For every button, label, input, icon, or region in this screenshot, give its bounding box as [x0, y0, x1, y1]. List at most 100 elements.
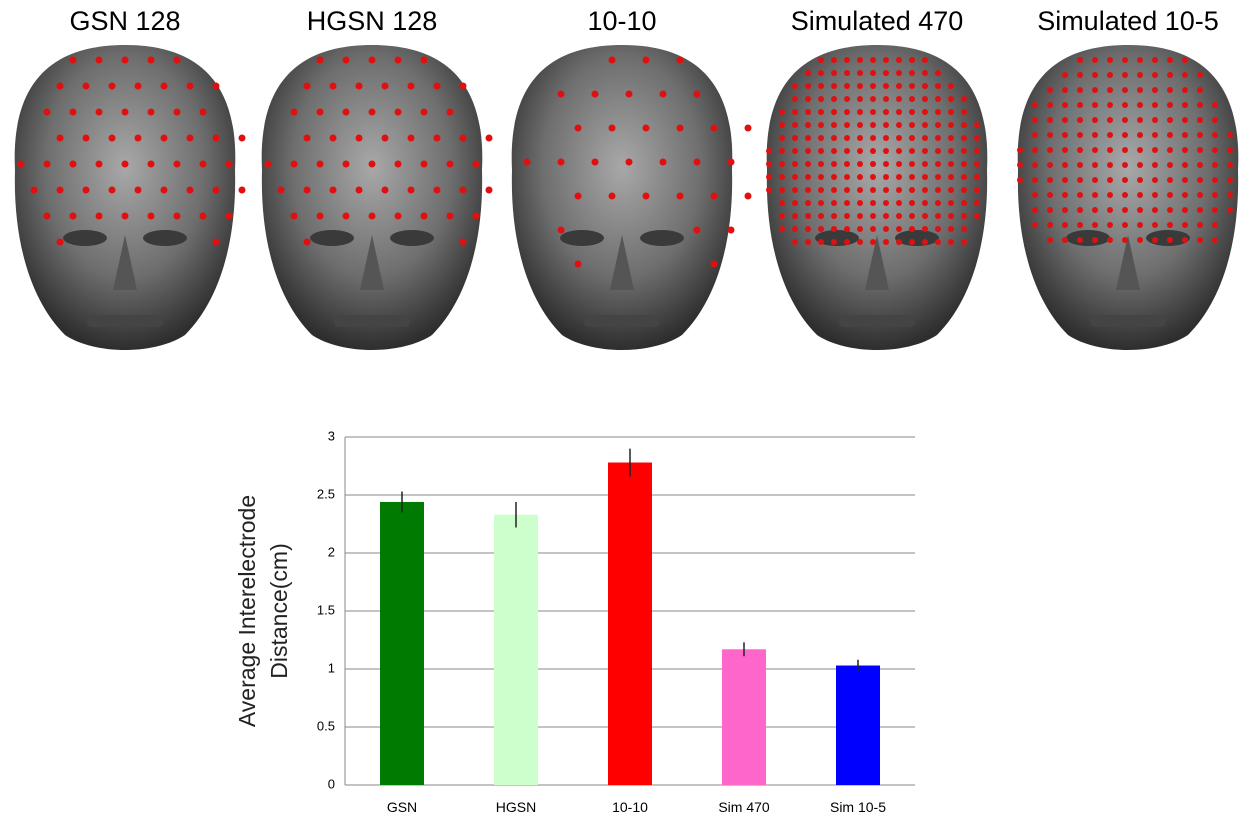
- electrode: [870, 174, 876, 180]
- electrode: [1032, 147, 1038, 153]
- electrode: [779, 161, 785, 167]
- electrode: [948, 174, 954, 180]
- electrode: [643, 125, 650, 132]
- electrode: [792, 239, 798, 245]
- electrode: [200, 161, 207, 168]
- electrode: [883, 96, 889, 102]
- electrode: [805, 122, 811, 128]
- electrode: [1227, 147, 1233, 153]
- electrode: [304, 239, 311, 246]
- electrode: [558, 91, 565, 98]
- electrode: [1017, 147, 1023, 153]
- electrode: [1197, 237, 1203, 243]
- electrode: [1182, 147, 1188, 153]
- electrode: [870, 122, 876, 128]
- electrode: [961, 174, 967, 180]
- electrode: [694, 227, 701, 234]
- electrode: [135, 83, 142, 90]
- electrode: [909, 122, 915, 128]
- electrode: [870, 226, 876, 232]
- electrode: [1167, 132, 1173, 138]
- electrode: [922, 83, 928, 89]
- electrode: [1212, 222, 1218, 228]
- eye: [640, 230, 684, 246]
- electrode: [291, 161, 298, 168]
- electrode: [909, 57, 915, 63]
- electrode: [857, 135, 863, 141]
- electrode: [922, 226, 928, 232]
- electrode: [1137, 207, 1143, 213]
- electrode: [1167, 192, 1173, 198]
- electrode: [961, 161, 967, 167]
- head: [766, 45, 987, 350]
- electrode: [922, 122, 928, 128]
- electrode: [109, 83, 116, 90]
- electrode: [870, 187, 876, 193]
- bar: [494, 515, 538, 785]
- electrode: [122, 213, 129, 220]
- electrode: [524, 159, 531, 166]
- electrode: [1092, 237, 1098, 243]
- electrode: [575, 193, 582, 200]
- electrode: [1032, 162, 1038, 168]
- head-title: Simulated 470: [791, 6, 964, 36]
- electrode: [1122, 57, 1128, 63]
- electrode: [1062, 207, 1068, 213]
- electrode: [792, 83, 798, 89]
- electrode: [909, 148, 915, 154]
- electrode: [792, 200, 798, 206]
- electrode: [779, 122, 785, 128]
- electrode: [844, 148, 850, 154]
- electrode: [792, 109, 798, 115]
- electrode: [369, 57, 376, 64]
- electrode: [818, 83, 824, 89]
- electrode: [96, 213, 103, 220]
- electrode: [831, 174, 837, 180]
- electrode: [1227, 162, 1233, 168]
- electrode: [1152, 147, 1158, 153]
- electrode: [1077, 102, 1083, 108]
- electrode: [460, 187, 467, 194]
- y-tick-label: 1.5: [317, 602, 335, 617]
- electrode: [1107, 237, 1113, 243]
- electrode: [1152, 192, 1158, 198]
- electrode: [1047, 192, 1053, 198]
- electrode: [831, 135, 837, 141]
- electrode: [473, 161, 480, 168]
- eye: [63, 230, 107, 246]
- electrode: [1107, 177, 1113, 183]
- electrode: [857, 70, 863, 76]
- mouth: [334, 315, 410, 327]
- electrode: [382, 187, 389, 194]
- electrode: [558, 227, 565, 234]
- electrode: [213, 239, 220, 246]
- electrode: [792, 135, 798, 141]
- electrode: [909, 161, 915, 167]
- electrode: [356, 135, 363, 142]
- electrode: [831, 213, 837, 219]
- electrode: [1122, 87, 1128, 93]
- electrode: [1047, 132, 1053, 138]
- electrode: [883, 57, 889, 63]
- electrode: [1212, 117, 1218, 123]
- electrode: [1077, 72, 1083, 78]
- y-tick-label: 1: [328, 660, 335, 675]
- electrode: [343, 161, 350, 168]
- electrode: [961, 109, 967, 115]
- electrode: [805, 200, 811, 206]
- electrode: [1197, 102, 1203, 108]
- electrode: [677, 125, 684, 132]
- head-shape: [15, 45, 236, 350]
- electrode: [343, 109, 350, 116]
- electrode: [330, 135, 337, 142]
- electrode: [226, 213, 233, 220]
- electrode: [805, 135, 811, 141]
- y-tick-label: 2.5: [317, 486, 335, 501]
- head-title: HGSN 128: [307, 6, 438, 36]
- electrode: [1047, 102, 1053, 108]
- electrode: [922, 109, 928, 115]
- electrode: [922, 239, 928, 245]
- electrode: [1047, 87, 1053, 93]
- electrode: [896, 187, 902, 193]
- electrode: [187, 187, 194, 194]
